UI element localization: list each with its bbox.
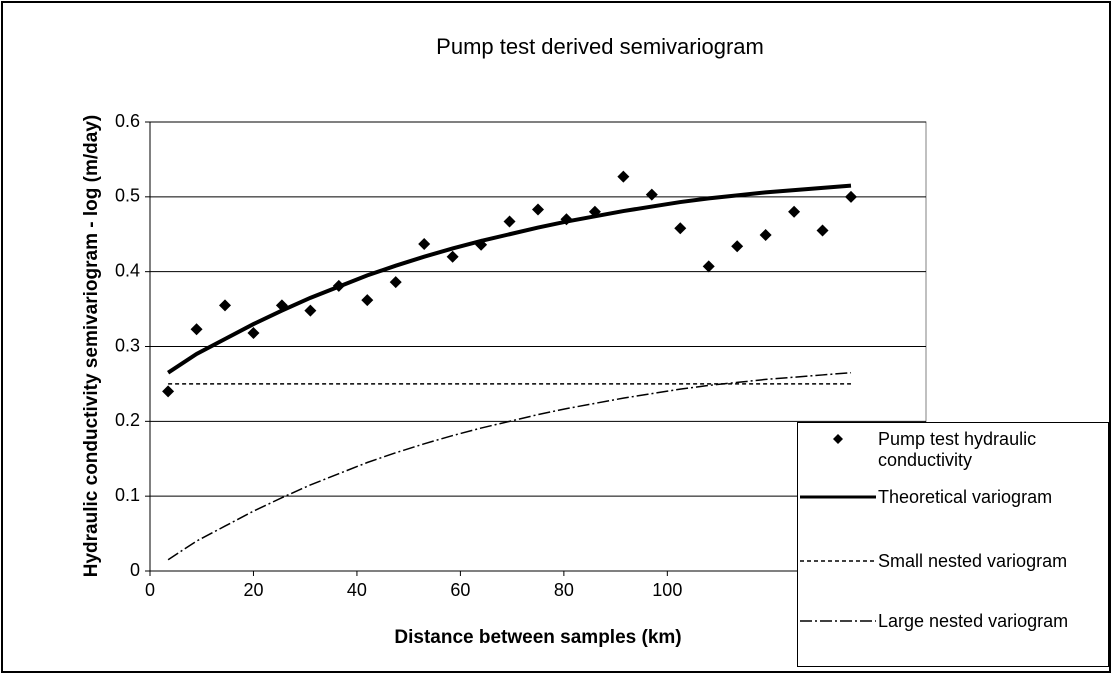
point [190, 323, 203, 336]
point [532, 203, 544, 216]
x-tick-label: 20 [243, 580, 263, 600]
point [617, 170, 630, 183]
point [247, 327, 260, 340]
point [816, 224, 829, 237]
y-tick-label: 0.4 [115, 260, 140, 280]
x-tick-label: 40 [347, 580, 367, 600]
legend-label: Theoretical variogram [878, 487, 1053, 507]
point [162, 385, 175, 398]
x-tick-label: 80 [554, 580, 574, 600]
point [389, 276, 402, 289]
y-tick-label: 0.6 [115, 111, 140, 131]
point [304, 304, 317, 317]
chart-title: Pump test derived semivariogram [436, 34, 764, 59]
legend-entry: Pump test hydraulic conductivity [798, 427, 1108, 487]
legend-label: Pump test hydraulic conductivity [878, 429, 1037, 470]
point [361, 294, 374, 307]
y-tick-label: 0.5 [115, 186, 140, 206]
legend-entry: Theoretical variogram [798, 485, 1108, 545]
point [674, 222, 687, 235]
line-series [167, 183, 852, 375]
legend-symbol [800, 620, 876, 622]
x-tick-label: 60 [450, 580, 470, 600]
legend-marker [833, 434, 843, 444]
legend-symbol [800, 495, 876, 499]
legend-label: Small nested variogram [878, 551, 1068, 571]
y-tick-label: 0 [130, 560, 140, 580]
point [446, 250, 459, 263]
point [844, 190, 857, 203]
legend-symbol [833, 434, 843, 444]
legend-label: Large nested variogram [878, 611, 1069, 631]
point [418, 237, 431, 250]
y-axis-title: Hydraulic conductivity semivariogram - l… [81, 114, 102, 578]
y-tick-label: 0.3 [115, 335, 140, 355]
line-series [167, 371, 852, 561]
point [503, 215, 516, 228]
y-tick-label: 0.2 [115, 410, 140, 430]
legend-entry: Small nested variogram [798, 549, 1108, 609]
legend-entry: Large nested variogram [798, 609, 1108, 669]
legend: Pump test hydraulic conductivity Theoreti… [797, 422, 1109, 667]
point [759, 228, 772, 241]
x-tick-label: 0 [145, 580, 155, 600]
point [702, 260, 715, 273]
legend-symbol [800, 560, 876, 562]
point [219, 299, 232, 312]
point [788, 205, 801, 218]
x-tick-label: 100 [652, 580, 682, 600]
point [731, 240, 744, 253]
point [645, 188, 658, 201]
x-axis-title: Distance between samples (km) [394, 627, 681, 648]
y-tick-label: 0.1 [115, 485, 140, 505]
